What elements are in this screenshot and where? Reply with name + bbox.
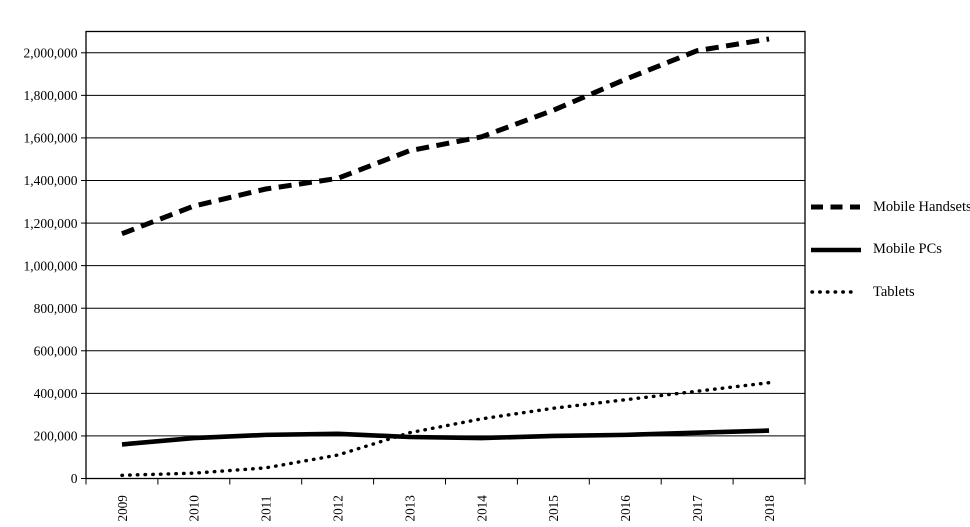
legend-item-tablets: Tablets: [810, 271, 970, 314]
y-tick-label: 1,000,000: [24, 258, 78, 273]
x-tick-label: 2011: [259, 496, 274, 522]
solid-line-icon: [811, 247, 861, 253]
x-tick-label: 2016: [618, 495, 633, 522]
series-line-tablets: [120, 381, 771, 478]
x-tick-label: 2014: [474, 495, 489, 522]
dotted-line-icon: [810, 290, 859, 295]
y-tick-label: 1,200,000: [24, 216, 78, 231]
legend-label-mobile-handsets: Mobile Handsets: [873, 198, 970, 215]
x-tick-label: 2010: [187, 495, 202, 522]
legend-item-mobile-pcs: Mobile PCs: [810, 229, 970, 272]
y-tick-label: 0: [71, 471, 78, 486]
chart-legend: Mobile Handsets Mobile PCs Tablets: [810, 186, 970, 314]
series-line-mobile-handsets: [121, 36, 770, 237]
legend-label-mobile-pcs: Mobile PCs: [873, 241, 942, 258]
y-tick-label: 400,000: [34, 386, 78, 401]
legend-label-tablets: Tablets: [873, 283, 915, 300]
x-tick-label: 2018: [762, 495, 777, 522]
plot-border: [85, 30, 806, 480]
y-tick-label: 200,000: [34, 429, 78, 444]
y-tick-label: 2,000,000: [24, 45, 78, 60]
dashed-line-icon: [811, 204, 860, 210]
x-tick-label: 2012: [330, 495, 345, 521]
y-tick-label: 600,000: [34, 343, 78, 358]
y-tick-label: 1,800,000: [24, 88, 78, 103]
x-tick-label: 2009: [115, 495, 130, 522]
y-tick-label: 1,600,000: [24, 131, 78, 146]
y-tick-label: 800,000: [34, 301, 78, 316]
x-tick-label: 2013: [402, 495, 417, 522]
x-tick-label: 2017: [690, 495, 705, 522]
legend-item-mobile-handsets: Mobile Handsets: [810, 186, 970, 229]
y-tick-label: 1,400,000: [24, 173, 78, 188]
series-line-mobile-pcs: [121, 428, 770, 447]
x-tick-label: 2015: [546, 495, 561, 522]
